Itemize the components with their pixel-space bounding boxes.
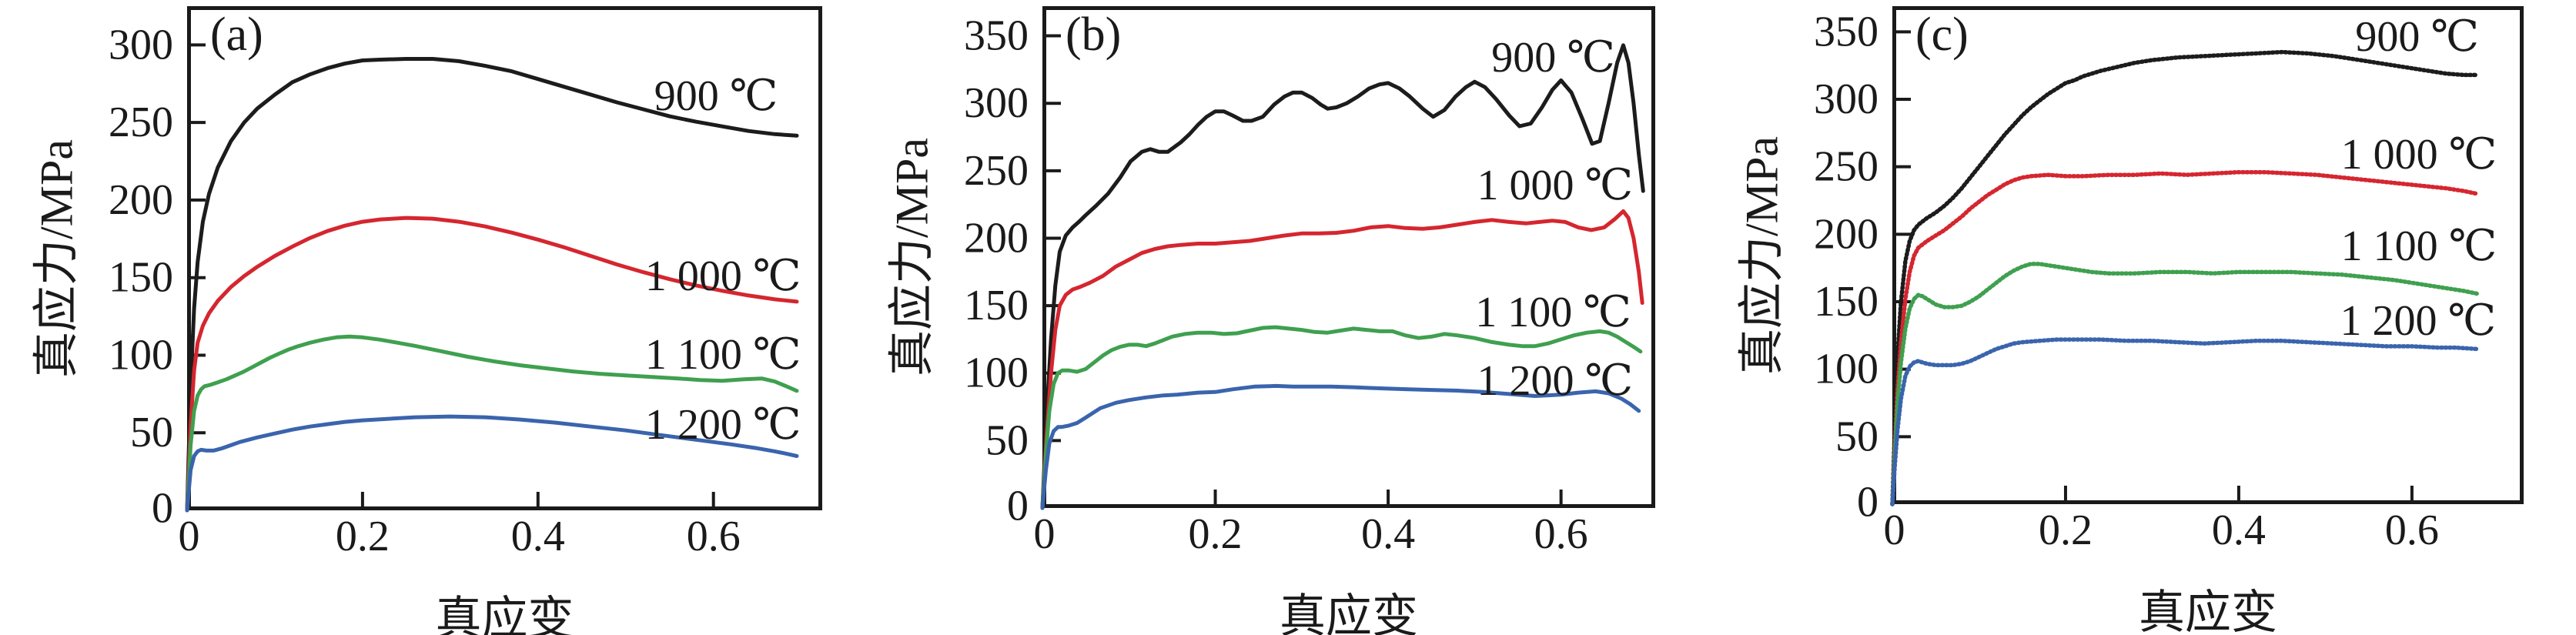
axes-frame [1042, 6, 1655, 508]
curve-900℃ [185, 57, 799, 513]
y-tick-label: 50 [985, 416, 1029, 464]
curve-1200℃ [1040, 383, 1641, 510]
x-tick-label: 0.4 [1361, 510, 1415, 558]
y-tick-label: 150 [964, 282, 1029, 329]
curve-1200℃ [1890, 337, 2480, 506]
x-tick-label: 0.6 [1534, 510, 1588, 558]
curve-1200℃ [185, 414, 799, 513]
x-tick-label: 0.6 [2385, 506, 2439, 554]
x-tick-label: 0 [1034, 510, 1055, 558]
x-tick-label: 0 [179, 513, 200, 560]
y-tick-label: 250 [109, 99, 173, 146]
axes-frame [187, 6, 822, 510]
y-tick-label: 300 [1814, 75, 1878, 123]
y-tick-label: 100 [964, 349, 1029, 397]
curve-900℃ [1040, 43, 1645, 510]
panel-b-y-axis-title: 真应力/MPa [886, 137, 938, 377]
curve-900℃ [1890, 49, 2480, 506]
y-tick-label: 100 [1814, 346, 1878, 393]
y-tick-label: 350 [1814, 8, 1878, 55]
y-tick-label: 0 [152, 485, 173, 533]
panel-a-y-axis-title: 真应力/MPa [31, 139, 82, 378]
curve-label-900℃: 900 ℃ [654, 72, 778, 120]
y-tick-label: 200 [964, 214, 1029, 262]
x-tick-label: 0.2 [2039, 506, 2093, 554]
panel-a-chart-svg: 0 50 100 150 200 250 300 0 0.2 0.4 0.6 [109, 6, 822, 560]
curve-label-1100℃: 1 100 ℃ [1475, 288, 1631, 336]
y-tick-label: 350 [964, 12, 1029, 60]
y-tick-label: 300 [964, 79, 1029, 127]
panel-b-x-axis-title: 真应变 [1280, 591, 1418, 635]
curve-label-1100℃: 1 100 ℃ [2340, 222, 2497, 271]
curve-label-1100℃: 1 100 ℃ [644, 331, 801, 379]
panel-a-plot: 0 50 100 150 200 250 300 0 0.2 0.4 0.6 (a) 真应力/MPa… [32, 6, 822, 635]
panel-c-letter: (c) [1915, 8, 1969, 61]
y-tick-label: 50 [1835, 413, 1878, 460]
x-tick-label: 0.6 [687, 513, 741, 560]
x-tick-label: 0.4 [511, 513, 565, 560]
y-tick-label: 50 [130, 409, 173, 456]
curve-1000℃ [1890, 169, 2480, 506]
curve-label-1000℃: 1 000 ℃ [1477, 162, 1634, 210]
x-tick-label: 0.2 [1189, 510, 1243, 558]
panel-a-letter: (a) [210, 8, 263, 61]
panel-b-letter: (b) [1066, 8, 1122, 61]
curve-label-1000℃: 1 000 ℃ [2340, 130, 2497, 179]
curve-1100℃ [1890, 262, 2480, 506]
panel-c-x-axis-title: 真应变 [2139, 587, 2277, 635]
x-tick-label: 0 [1884, 506, 1905, 554]
y-tick-label: 150 [109, 254, 173, 302]
panel-a-x-axis-title: 真应变 [435, 593, 574, 635]
y-tick-label: 150 [1814, 278, 1878, 326]
y-tick-label: 0 [1007, 483, 1029, 530]
panel-c-plot: 0 50 100 150 200 250 300 350 0 0.2 0.4 0.6 (c) 真应力/… [1737, 6, 2524, 635]
panel-b-plot: 0 50 100 150 200 250 300 350 0 0.2 0.4 0.6 (b) 真应力/… [887, 6, 1655, 635]
curve-1000℃ [185, 216, 799, 513]
y-tick-label: 250 [964, 147, 1029, 195]
x-tick-label: 0.4 [2212, 506, 2266, 554]
panel-c-y-axis-title: 真应力/MPa [1736, 135, 1788, 375]
curve-1100℃ [185, 334, 799, 513]
curve-label-1200℃: 1 200 ℃ [2340, 296, 2497, 345]
curve-label-1200℃: 1 200 ℃ [644, 401, 801, 450]
curve-1100℃ [1040, 325, 1643, 510]
axes-frame [1892, 6, 2524, 504]
curve-1000℃ [1040, 209, 1644, 510]
y-tick-label: 200 [109, 176, 173, 224]
y-tick-label: 300 [109, 21, 173, 69]
curve-label-900℃: 900 ℃ [1491, 33, 1615, 82]
y-tick-label: 100 [109, 331, 173, 379]
y-tick-label: 250 [1814, 143, 1878, 191]
y-tick-label: 0 [1857, 479, 1878, 526]
y-tick-label: 200 [1814, 210, 1878, 258]
x-tick-label: 0.2 [336, 513, 390, 560]
curve-label-1000℃: 1 000 ℃ [644, 252, 801, 300]
curve-label-900℃: 900 ℃ [2355, 13, 2479, 62]
curve-label-1200℃: 1 200 ℃ [1477, 357, 1634, 406]
